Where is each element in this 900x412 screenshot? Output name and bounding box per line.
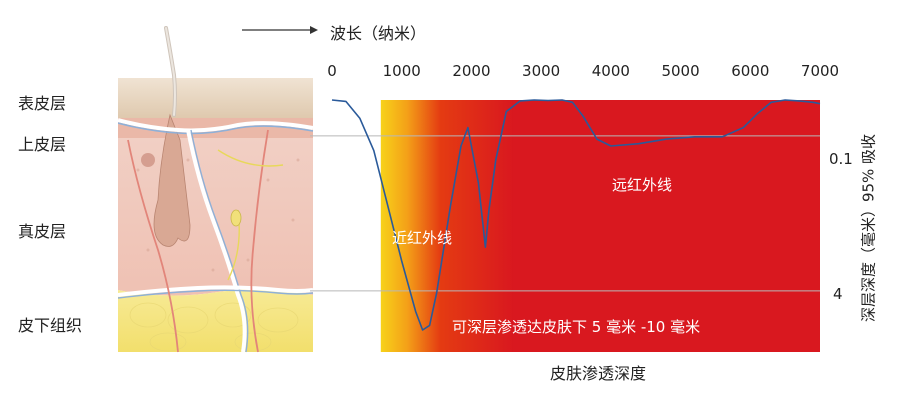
penetration-curve xyxy=(331,99,821,331)
arrow-right-icon xyxy=(242,26,318,34)
skin-cross-section-illustration xyxy=(118,26,314,353)
x-axis-title: 皮肤渗透深度 xyxy=(550,364,647,383)
layer-label-epidermis: 表皮层 xyxy=(18,94,67,113)
x-tick-label: 3000 xyxy=(522,62,561,80)
depth-label-shallow: 0.1 xyxy=(829,150,853,168)
x-tick-label: 5000 xyxy=(661,62,700,80)
annotation-near-ir: 近红外线 xyxy=(392,229,453,247)
hair-strand xyxy=(164,26,177,117)
layer-label-upper-skin: 上皮层 xyxy=(18,135,67,154)
x-tick-label: 6000 xyxy=(731,62,770,80)
wavelength-title: 波长（纳米） xyxy=(330,24,427,43)
annotation-penetration: 可深层渗透达皮肤下 5 毫米 -10 毫米 xyxy=(452,318,701,336)
y-axis-title: 深层深度（毫米）95% 吸收 xyxy=(859,133,878,323)
x-tick-label: 2000 xyxy=(452,62,491,80)
band-far-ir-red xyxy=(512,100,820,352)
layer-label-dermis: 真皮层 xyxy=(18,222,67,241)
depth-label-deep: 4 xyxy=(833,285,843,303)
layer-label-subcutaneous: 皮下组织 xyxy=(18,316,83,335)
annotation-far-ir: 远红外线 xyxy=(612,176,673,194)
x-tick-label: 4000 xyxy=(591,62,630,80)
x-tick-label: 1000 xyxy=(382,62,421,80)
x-tick-label: 0 xyxy=(327,62,337,80)
x-tick-label: 7000 xyxy=(800,62,840,80)
band-visible-white xyxy=(332,100,381,352)
